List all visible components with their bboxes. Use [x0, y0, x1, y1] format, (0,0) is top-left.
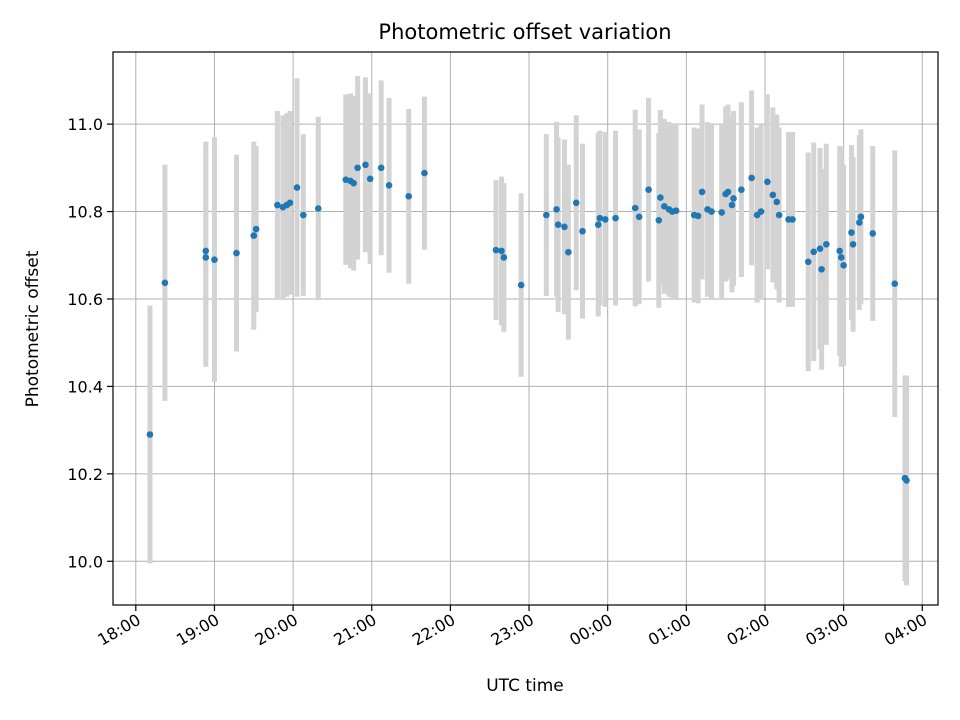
- data-point-1: [161, 279, 169, 287]
- data-point-37: [596, 214, 604, 222]
- data-point-54: [718, 209, 726, 216]
- data-point-56: [724, 188, 732, 196]
- data-point-38: [602, 216, 609, 223]
- data-point-73: [823, 241, 830, 248]
- data-point-32: [561, 223, 568, 231]
- data-point-2: [202, 247, 210, 255]
- data-point-82: [891, 280, 899, 287]
- data-point-28: [517, 281, 525, 289]
- chart-title: Photometric offset variation: [378, 20, 671, 44]
- data-point-59: [738, 186, 745, 194]
- data-point-80: [857, 213, 865, 221]
- data-point-57: [728, 201, 736, 209]
- data-point-71: [816, 245, 824, 253]
- data-point-76: [840, 262, 847, 269]
- data-point-34: [572, 199, 580, 207]
- data-point-43: [655, 217, 663, 224]
- data-point-25: [492, 246, 500, 254]
- data-point-27: [500, 254, 508, 261]
- y-axis-ticks: 10.0 10.2 10.4 10.6 10.8 11.0: [67, 115, 113, 571]
- data-point-24: [421, 169, 428, 177]
- y-tick-label-4: 10.8: [67, 203, 103, 222]
- data-point-66: [775, 211, 783, 219]
- data-point-29: [543, 211, 550, 219]
- data-point-74: [836, 247, 843, 255]
- data-point-41: [635, 213, 643, 221]
- y-tick-label-5: 11.0: [67, 115, 103, 134]
- data-point-36: [594, 221, 602, 228]
- data-point-60: [748, 174, 755, 182]
- data-point-35: [579, 227, 586, 235]
- data-point-45: [661, 203, 668, 210]
- data-point-22: [385, 182, 393, 189]
- y-tick-label-3: 10.6: [67, 290, 103, 309]
- data-point-17: [350, 179, 357, 187]
- data-point-0: [146, 431, 154, 438]
- data-point-4: [211, 256, 218, 263]
- data-point-42: [645, 186, 652, 194]
- data-point-70: [810, 248, 818, 256]
- data-point-48: [672, 207, 680, 214]
- data-point-19: [362, 161, 369, 169]
- data-point-58: [730, 195, 737, 202]
- data-point-44: [657, 194, 664, 201]
- data-point-63: [764, 178, 771, 186]
- data-point-21: [377, 164, 385, 172]
- y-tick-label-2: 10.4: [67, 377, 103, 396]
- data-point-6: [250, 232, 258, 239]
- data-point-8: [274, 201, 281, 209]
- data-point-11: [286, 199, 294, 207]
- data-point-40: [631, 204, 639, 212]
- data-point-75: [837, 254, 845, 261]
- data-point-62: [757, 208, 765, 215]
- data-point-65: [773, 198, 781, 206]
- data-point-26: [498, 247, 505, 255]
- data-point-33: [565, 248, 572, 256]
- data-point-12: [293, 184, 301, 191]
- data-point-84: [903, 477, 910, 484]
- data-point-30: [553, 206, 560, 213]
- y-tick-label-0: 10.0: [67, 552, 103, 571]
- data-point-72: [818, 265, 825, 273]
- x-axis-label: UTC time: [486, 676, 564, 696]
- data-point-20: [366, 175, 374, 183]
- data-point-3: [202, 254, 210, 261]
- plot-frame: [112, 51, 939, 606]
- data-point-14: [314, 205, 322, 212]
- data-point-78: [849, 241, 857, 248]
- data-point-18: [354, 164, 361, 172]
- data-point-51: [698, 188, 706, 196]
- data-points: [146, 161, 910, 484]
- data-point-13: [300, 211, 307, 219]
- data-point-7: [252, 225, 260, 233]
- data-point-39: [612, 214, 619, 222]
- y-axis-label: Photometric offset: [23, 250, 43, 407]
- y-tick-label-1: 10.2: [67, 465, 103, 484]
- data-point-50: [694, 212, 702, 220]
- data-point-81: [869, 230, 877, 237]
- data-point-77: [848, 229, 855, 236]
- data-point-68: [789, 216, 796, 223]
- data-point-64: [769, 191, 777, 199]
- data-point-23: [405, 192, 413, 200]
- data-point-5: [233, 249, 240, 257]
- data-point-53: [708, 208, 715, 215]
- data-point-31: [554, 221, 562, 228]
- data-point-79: [856, 219, 863, 226]
- data-point-69: [804, 258, 812, 266]
